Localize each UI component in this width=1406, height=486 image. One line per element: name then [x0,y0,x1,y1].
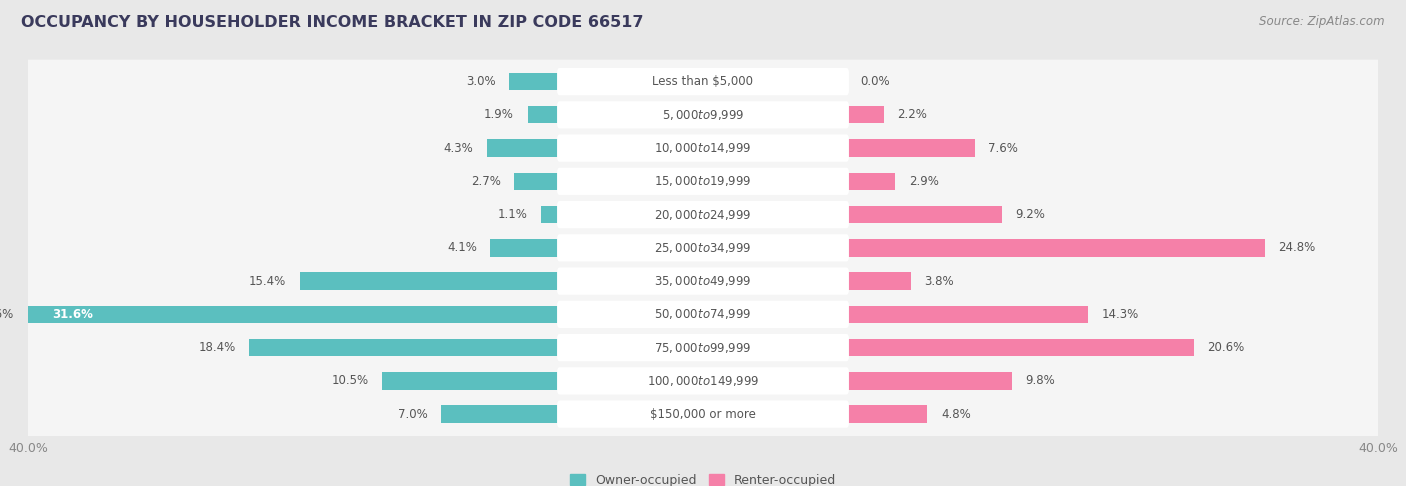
Bar [441,405,560,423]
Bar [491,239,560,257]
Text: 9.8%: 9.8% [1025,374,1054,387]
FancyBboxPatch shape [14,293,1392,336]
FancyBboxPatch shape [557,201,849,228]
Text: $20,000 to $24,999: $20,000 to $24,999 [654,208,752,222]
FancyBboxPatch shape [14,159,1392,203]
Text: $35,000 to $49,999: $35,000 to $49,999 [654,274,752,288]
Text: 2.9%: 2.9% [908,175,939,188]
Text: $150,000 or more: $150,000 or more [650,408,756,420]
Text: 18.4%: 18.4% [198,341,236,354]
Bar [846,239,1265,257]
FancyBboxPatch shape [557,101,849,128]
Text: 20.6%: 20.6% [1208,341,1244,354]
FancyBboxPatch shape [557,301,849,328]
Text: OCCUPANCY BY HOUSEHOLDER INCOME BRACKET IN ZIP CODE 66517: OCCUPANCY BY HOUSEHOLDER INCOME BRACKET … [21,15,644,30]
Legend: Owner-occupied, Renter-occupied: Owner-occupied, Renter-occupied [565,469,841,486]
Text: 3.0%: 3.0% [465,75,495,88]
FancyBboxPatch shape [14,126,1392,170]
Bar [515,173,560,190]
FancyBboxPatch shape [14,326,1392,369]
Text: $50,000 to $74,999: $50,000 to $74,999 [654,307,752,321]
Text: $75,000 to $99,999: $75,000 to $99,999 [654,341,752,355]
FancyBboxPatch shape [557,168,849,195]
Bar [509,73,560,90]
Text: 3.8%: 3.8% [924,275,953,288]
Bar [846,106,883,123]
FancyBboxPatch shape [557,400,849,428]
Bar [541,206,560,223]
Text: 1.9%: 1.9% [484,108,515,122]
Text: $100,000 to $149,999: $100,000 to $149,999 [647,374,759,388]
Bar [846,339,1194,356]
FancyBboxPatch shape [557,267,849,295]
Text: 14.3%: 14.3% [1101,308,1139,321]
Bar [299,273,560,290]
Text: $5,000 to $9,999: $5,000 to $9,999 [662,108,744,122]
Text: $10,000 to $14,999: $10,000 to $14,999 [654,141,752,155]
Text: 24.8%: 24.8% [1278,242,1316,254]
Text: 1.1%: 1.1% [498,208,527,221]
Bar [527,106,560,123]
Bar [249,339,560,356]
Text: 9.2%: 9.2% [1015,208,1045,221]
Text: 10.5%: 10.5% [332,374,368,387]
Bar [846,306,1088,323]
Bar [846,173,896,190]
Text: 4.3%: 4.3% [444,141,474,155]
Text: 2.7%: 2.7% [471,175,501,188]
FancyBboxPatch shape [557,334,849,361]
FancyBboxPatch shape [14,226,1392,270]
FancyBboxPatch shape [14,259,1392,303]
Text: 4.1%: 4.1% [447,242,477,254]
Text: 15.4%: 15.4% [249,275,287,288]
Text: 7.6%: 7.6% [988,141,1018,155]
Bar [27,306,560,323]
FancyBboxPatch shape [14,60,1392,104]
Text: 4.8%: 4.8% [941,408,970,420]
FancyBboxPatch shape [557,135,849,162]
Text: Less than $5,000: Less than $5,000 [652,75,754,88]
Text: 0.0%: 0.0% [860,75,890,88]
FancyBboxPatch shape [557,68,849,95]
Bar [846,372,1012,389]
Text: 7.0%: 7.0% [398,408,427,420]
Bar [846,139,974,157]
FancyBboxPatch shape [14,93,1392,137]
Bar [486,139,560,157]
Text: 2.2%: 2.2% [897,108,927,122]
FancyBboxPatch shape [14,192,1392,237]
FancyBboxPatch shape [14,392,1392,436]
Text: Source: ZipAtlas.com: Source: ZipAtlas.com [1260,15,1385,28]
Bar [382,372,560,389]
Bar [846,206,1001,223]
FancyBboxPatch shape [14,359,1392,403]
FancyBboxPatch shape [557,234,849,261]
Bar [846,405,928,423]
Bar [846,273,911,290]
Text: 31.6%: 31.6% [0,308,13,321]
Text: 31.6%: 31.6% [52,308,93,321]
Text: $25,000 to $34,999: $25,000 to $34,999 [654,241,752,255]
Text: $15,000 to $19,999: $15,000 to $19,999 [654,174,752,189]
FancyBboxPatch shape [557,367,849,395]
